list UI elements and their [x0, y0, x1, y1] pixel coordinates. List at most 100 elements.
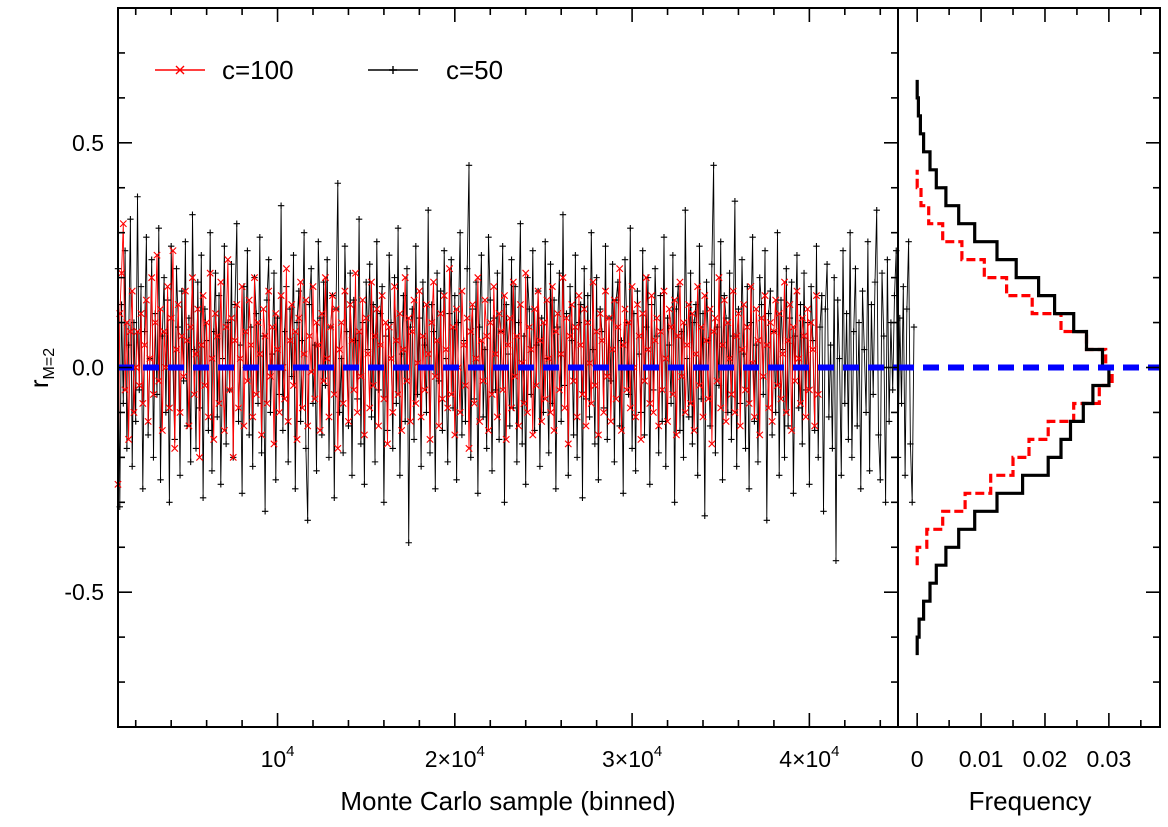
data-point [371, 458, 379, 466]
data-point [681, 408, 689, 417]
data-point [506, 422, 513, 430]
data-point [552, 327, 560, 336]
data-point [433, 336, 441, 345]
data-point [309, 283, 317, 291]
histogram-plot: 0 0.01 0.02 0.03 [897, 7, 1161, 772]
data-point [554, 309, 562, 318]
data-point [871, 278, 879, 286]
data-point [793, 251, 801, 259]
data-point [628, 283, 636, 291]
data-point [167, 314, 175, 322]
data-point [671, 296, 679, 304]
data-point [793, 287, 801, 295]
data-point [571, 323, 579, 331]
data-point [375, 422, 383, 430]
data-point [396, 309, 404, 318]
data-point [265, 256, 272, 263]
data-point [254, 318, 262, 327]
data-point [424, 350, 432, 358]
data-point [536, 463, 544, 470]
data-point [609, 345, 617, 354]
data-point [444, 404, 452, 412]
data-point [267, 409, 274, 416]
data-point [325, 413, 333, 421]
data-point [488, 467, 496, 475]
data-point [233, 300, 241, 309]
data-point [290, 251, 297, 259]
data-point [256, 233, 264, 241]
data-point [435, 422, 443, 430]
data-point [697, 323, 705, 331]
data-point [676, 278, 684, 286]
data-point [889, 386, 896, 394]
data-point [605, 314, 613, 322]
data-point [350, 386, 358, 394]
data-point [830, 274, 838, 281]
data-point [240, 422, 248, 430]
data-point [663, 417, 672, 426]
data-point [139, 485, 147, 493]
data-point [513, 458, 521, 466]
data-point [117, 269, 126, 277]
data-point [525, 323, 533, 331]
data-point [428, 318, 436, 327]
data-point [499, 242, 506, 250]
data-point [708, 260, 716, 268]
data-point [557, 418, 565, 425]
data-point [802, 413, 810, 421]
data-point [173, 265, 180, 272]
data-point [797, 301, 804, 308]
data-point [812, 292, 821, 300]
data-point [862, 409, 870, 416]
data-point [444, 458, 451, 466]
data-point [291, 327, 299, 336]
data-point [555, 386, 563, 394]
data-point [119, 220, 127, 228]
data-point [353, 408, 361, 417]
data-point [265, 287, 273, 295]
data-point [800, 269, 808, 277]
data-point [234, 404, 243, 412]
data-point [128, 463, 136, 470]
data-point [256, 350, 264, 358]
data-point [589, 346, 597, 353]
data-point [759, 372, 767, 381]
data-point [277, 202, 285, 209]
data-point [360, 431, 368, 439]
data-point [780, 278, 789, 286]
data-point [386, 251, 393, 259]
data-point [726, 354, 734, 363]
y-axis-title: rM=2 [24, 348, 58, 388]
data-point [807, 283, 815, 290]
data-point [822, 305, 829, 313]
data-point [182, 238, 189, 245]
data-point [221, 242, 228, 250]
data-point [782, 408, 790, 417]
data-point [834, 296, 841, 304]
data-point [685, 300, 693, 309]
data-point [692, 350, 700, 358]
data-point [467, 327, 475, 336]
data-point [565, 472, 572, 479]
data-point [405, 314, 413, 322]
data-point [183, 336, 191, 345]
data-point [729, 287, 737, 295]
data-point [222, 323, 230, 331]
data-point [494, 269, 501, 277]
data-point [305, 332, 314, 340]
data-point [185, 422, 193, 430]
data-point [127, 216, 134, 223]
data-point [460, 341, 468, 349]
data-point [440, 292, 448, 300]
data-point [192, 445, 200, 452]
data-point [357, 440, 365, 448]
data-point [337, 318, 345, 327]
main-plot: 0.5 0.0 -0.5 104 2×104 3×104 4×104 [64, 7, 918, 772]
data-point [266, 372, 275, 381]
data-point [308, 265, 315, 272]
data-point [745, 399, 753, 408]
data-point [393, 400, 400, 407]
data-point [339, 399, 347, 408]
x-tick-label: 104 [261, 743, 295, 772]
